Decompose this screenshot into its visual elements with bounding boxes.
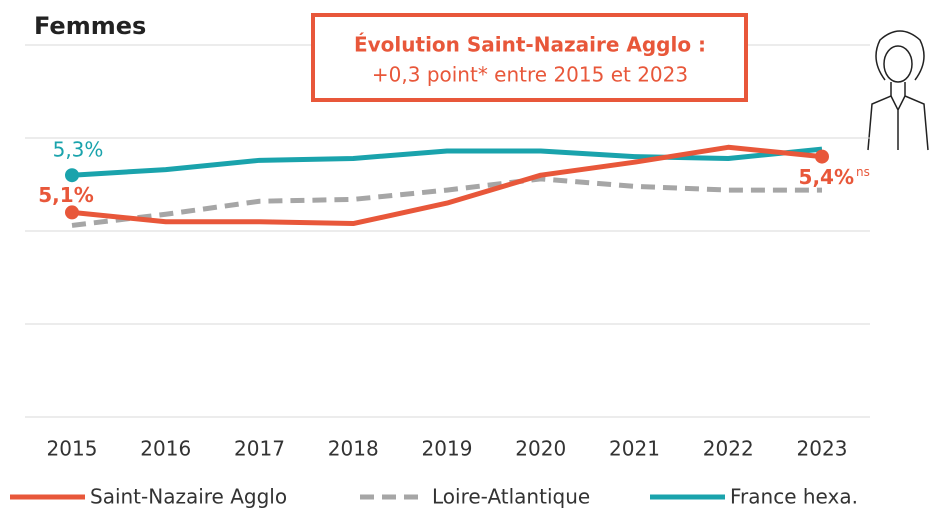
legend-label: Loire-Atlantique (432, 485, 590, 509)
value-label: 5,1% (38, 183, 93, 207)
annotation-title: Évolution Saint-Nazaire Agglo : (354, 33, 706, 57)
series-line (71, 176, 822, 228)
x-tick-label: 2021 (609, 437, 660, 461)
x-tick-label: 2020 (515, 437, 566, 461)
legend-label: France hexa. (730, 485, 858, 509)
end-point (815, 149, 829, 164)
x-tick-label: 2022 (703, 437, 754, 461)
significance-note: ns (856, 165, 870, 179)
x-tick-label: 2015 (47, 437, 98, 461)
person-icon (867, 30, 929, 151)
x-tick-label: 2018 (328, 437, 379, 461)
end-point (65, 168, 79, 183)
x-tick-label: 2019 (422, 437, 473, 461)
chart-title: Femmes (34, 12, 146, 40)
end-point (65, 205, 79, 220)
legend-label: Saint-Nazaire Agglo (90, 485, 287, 509)
value-label: 5,3% (53, 138, 104, 162)
value-label: 5,4% (799, 165, 854, 189)
annotation-box (311, 13, 748, 102)
series-line (71, 144, 823, 227)
x-tick-label: 2023 (797, 437, 848, 461)
annotation-text: +0,3 point* entre 2015 et 2023 (372, 63, 688, 87)
x-tick-label: 2016 (140, 437, 191, 461)
series-line (71, 146, 823, 178)
x-tick-label: 2017 (234, 437, 285, 461)
